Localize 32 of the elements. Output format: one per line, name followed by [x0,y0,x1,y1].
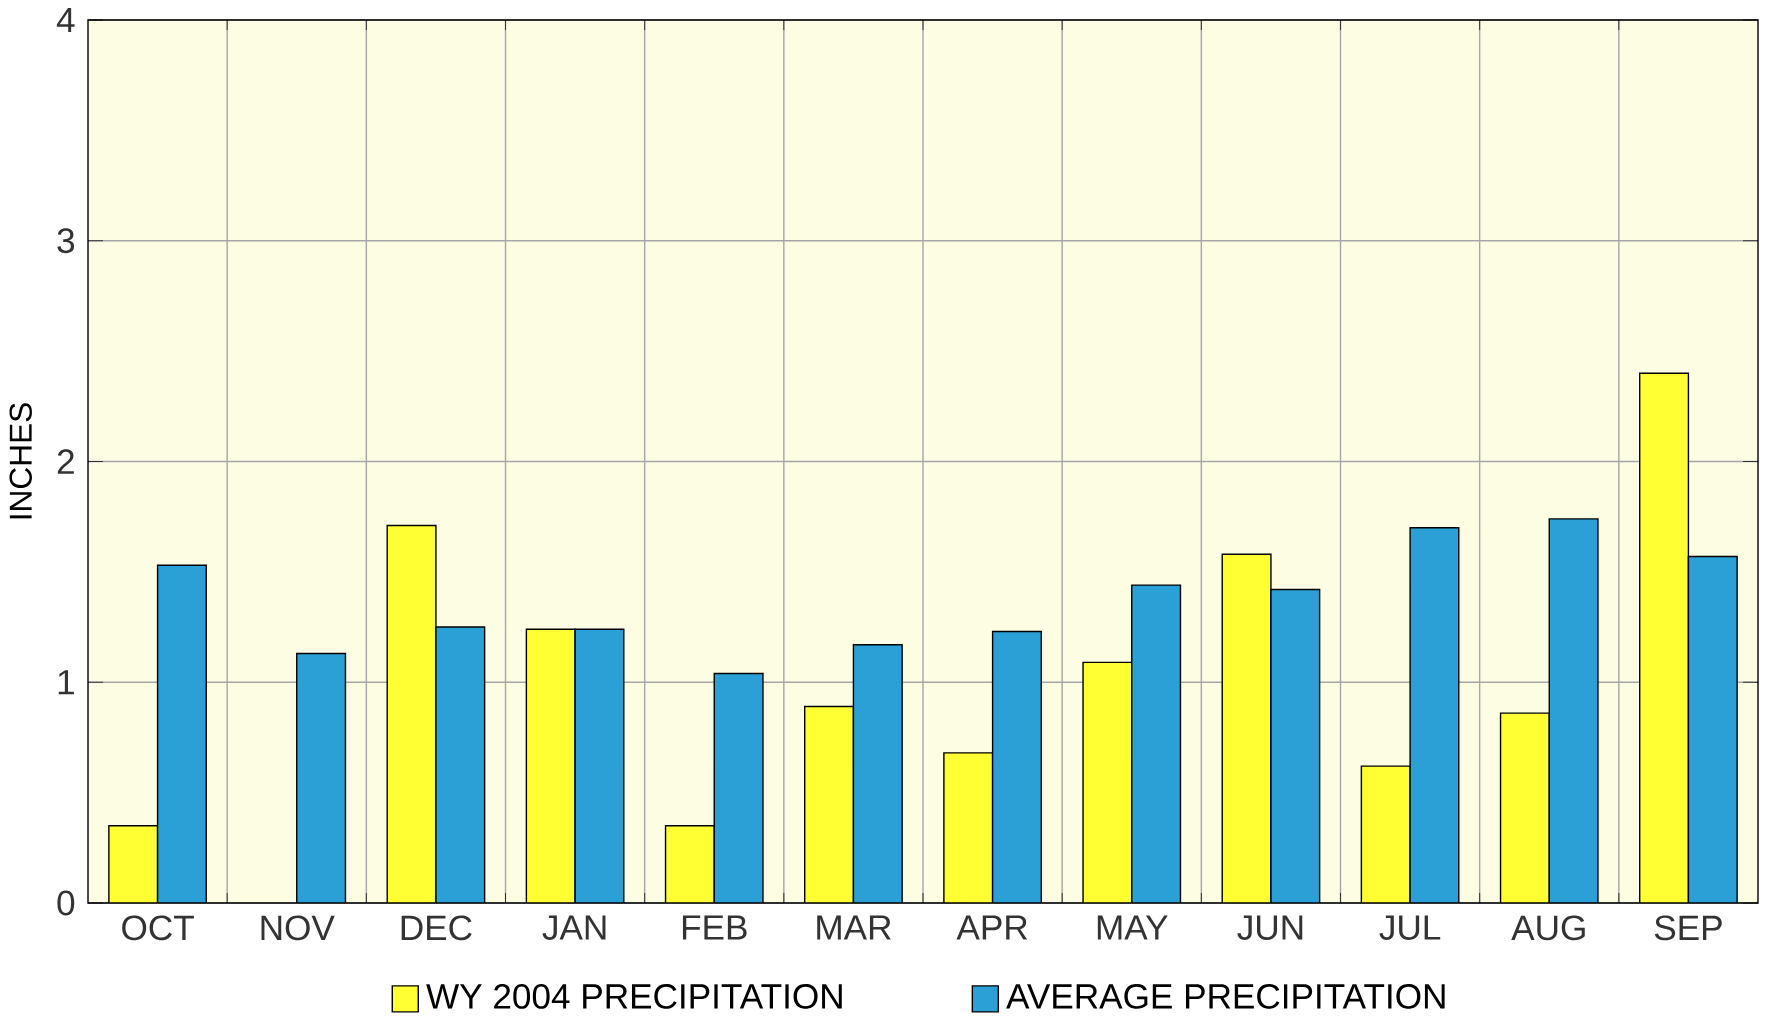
x-tick-label: AUG [1511,915,1585,941]
x-tick-label: JUN [1237,915,1303,940]
y-tick-label: 0 [57,890,75,916]
x-tick-label: JUL [1379,915,1441,940]
x-tick-label: JAN [542,915,606,940]
bar [991,630,1043,904]
x-tick-label: OCT [122,915,194,941]
bar [296,652,347,904]
x-tick-label: SEP [1654,915,1722,941]
bar [1687,555,1738,904]
y-tick-label: 2 [57,449,74,474]
bar [1548,518,1599,904]
y-axis-title: INCHES [9,403,32,519]
x-tick-label: NOV [261,915,335,941]
bar [1131,584,1182,904]
bar [435,626,486,904]
x-tick-label: FEB [682,915,747,940]
bar [156,564,208,904]
x-tick-label: MAR [817,915,891,940]
y-tick-label: 3 [57,228,75,254]
y-tick-label: 1 [58,670,74,695]
bar [852,644,903,904]
x-tick-label: APR [956,915,1028,940]
legend-label: AVERAGE PRECIPITATION [1006,983,1445,1009]
x-tick-label: MAY [1097,915,1168,940]
bar [713,672,764,904]
bar [574,628,625,904]
legend-label: WY 2004 PRECIPITATION [426,983,842,1009]
bar [1409,527,1460,904]
x-tick-label: DEC [401,915,472,941]
y-tick-label: 4 [56,7,75,33]
bar [1270,588,1321,904]
